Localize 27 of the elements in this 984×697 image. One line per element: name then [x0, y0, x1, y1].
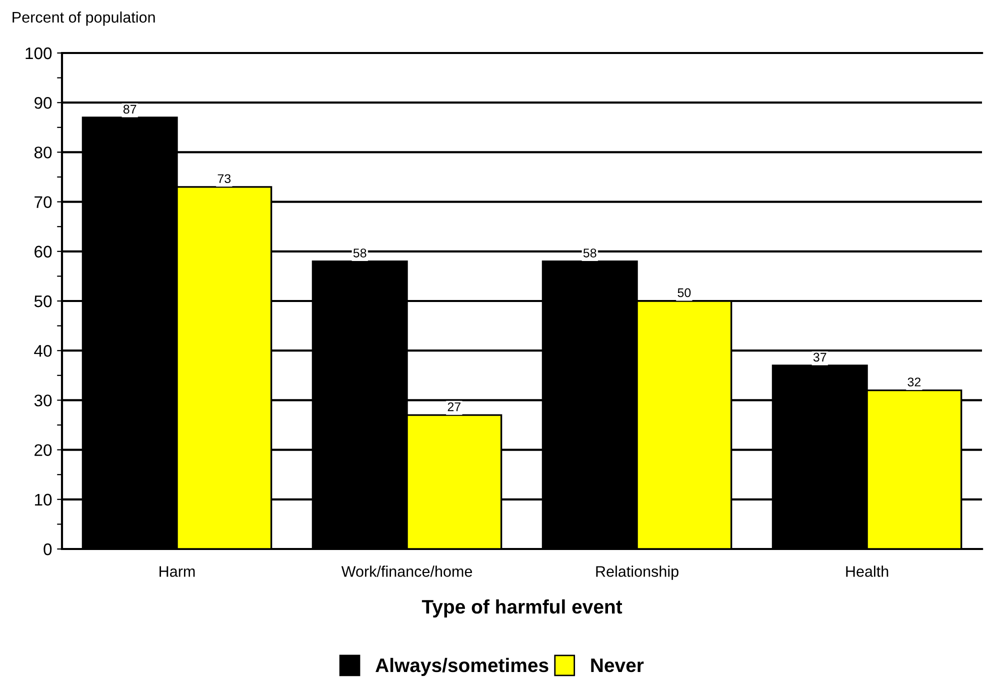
data-label: 50 — [678, 288, 691, 298]
x-axis-title: Type of harmful event — [422, 599, 622, 618]
y-tick-label: 0 — [44, 543, 52, 556]
y-tick-label: 90 — [34, 97, 52, 109]
data-label: 27 — [448, 402, 460, 412]
legend-label: Always/sometimes — [376, 658, 548, 676]
y-tick-label: 20 — [34, 444, 52, 456]
y-tick-label: 40 — [34, 345, 52, 357]
data-label: 73 — [218, 174, 231, 184]
x-tick-label: Relationship — [596, 566, 678, 580]
data-label: 58 — [583, 248, 596, 258]
data-label: 32 — [908, 378, 921, 386]
data-label: 37 — [813, 352, 826, 362]
x-tick-label: Health — [846, 566, 888, 577]
y-tick-label: 50 — [34, 295, 52, 308]
legend-label: Never — [591, 658, 644, 672]
x-tick-label: Harm — [160, 566, 195, 577]
y-tick-label: 10 — [35, 494, 52, 506]
y-tick-label: 80 — [34, 146, 52, 158]
y-tick-label: 70 — [34, 196, 52, 208]
x-tick-label: Work/finance/home — [341, 566, 472, 577]
data-label: 58 — [353, 248, 366, 258]
y-axis-title: Percent of population — [12, 11, 155, 26]
y-tick-label: 60 — [34, 246, 52, 258]
data-label: 87 — [123, 104, 136, 114]
y-tick-label: 30 — [34, 394, 52, 406]
y-tick-label: 100 — [26, 47, 52, 60]
